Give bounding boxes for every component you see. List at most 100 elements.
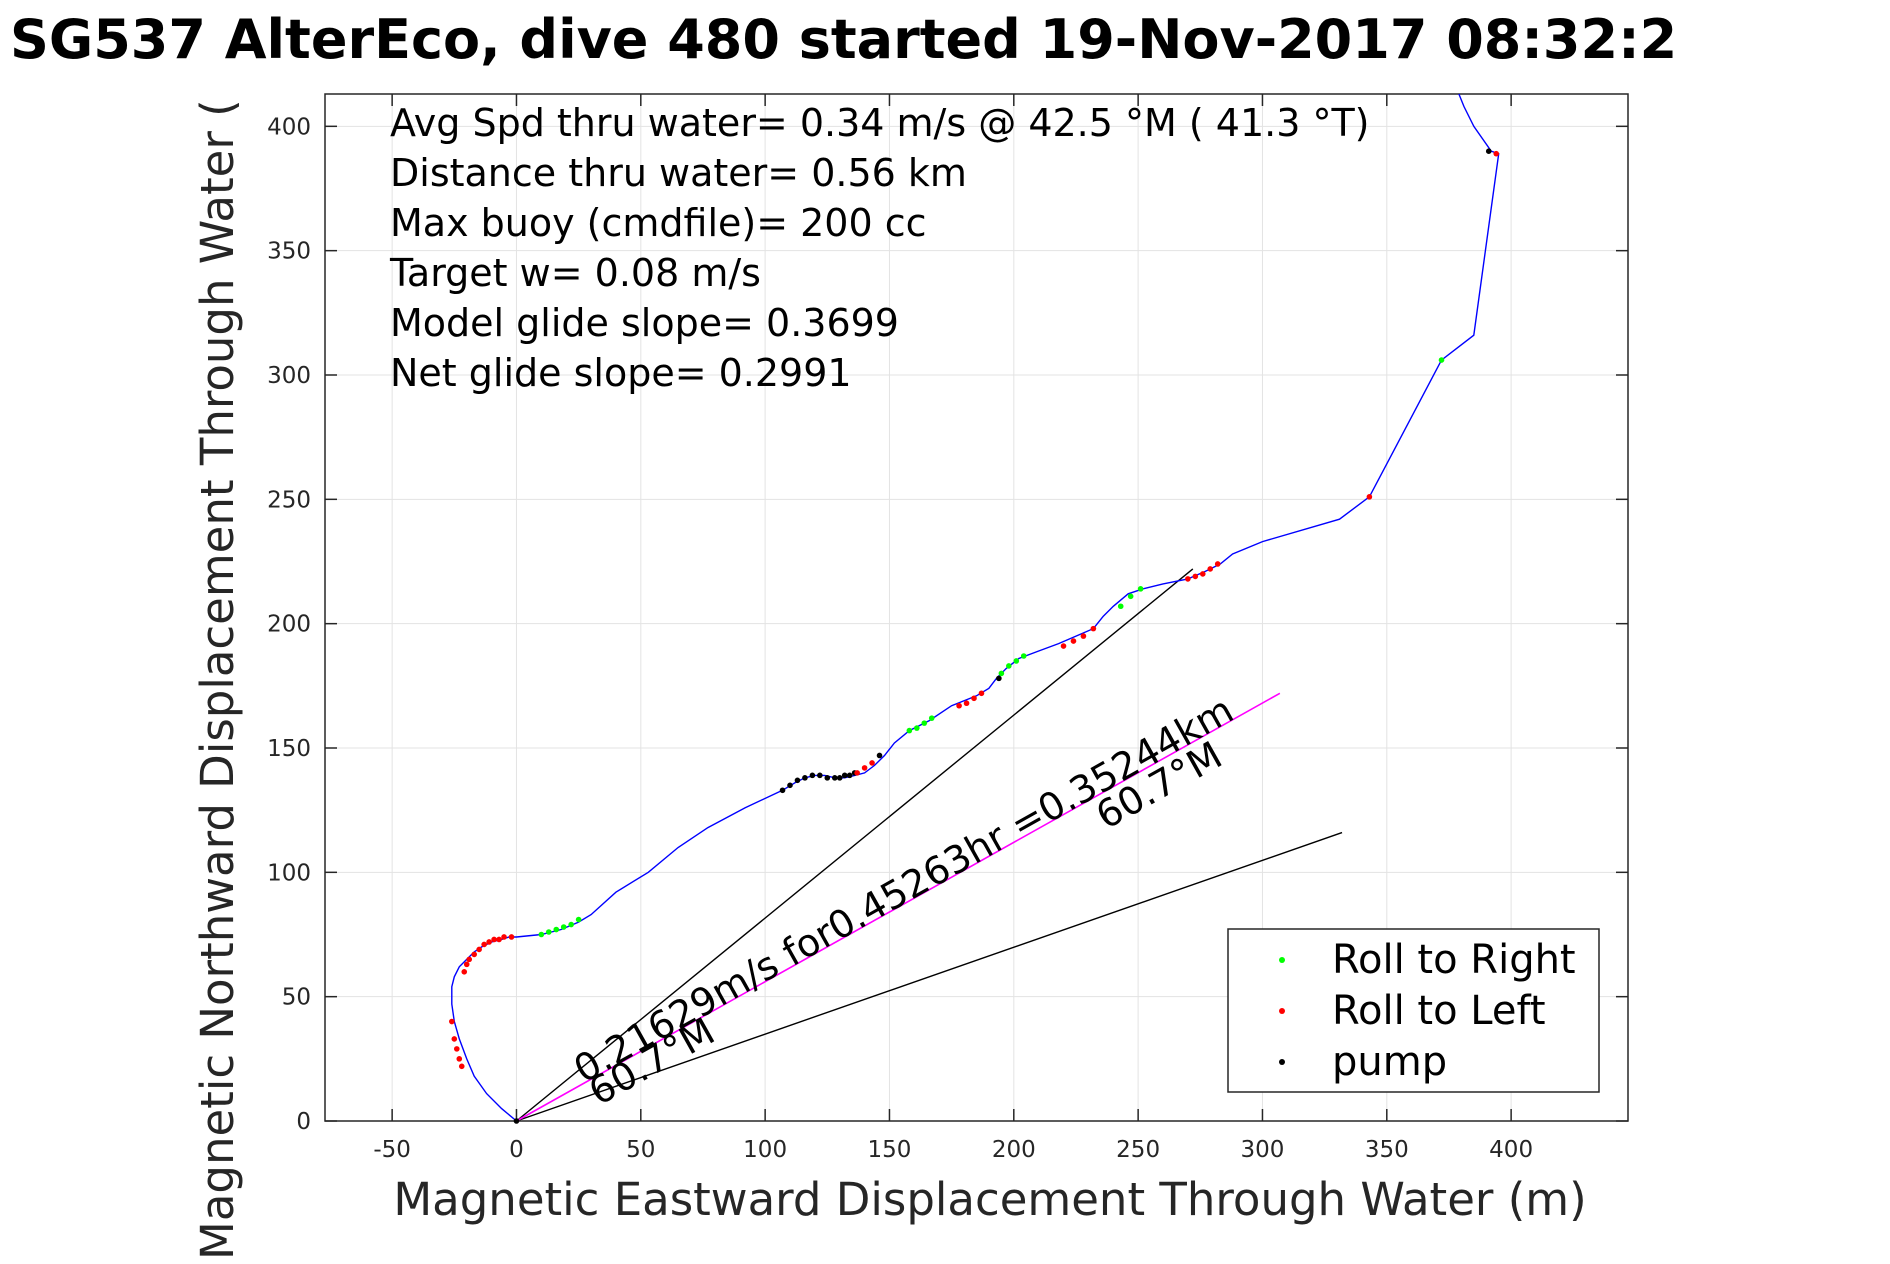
reference-lines — [516, 568, 1343, 1122]
pump-point — [836, 775, 843, 781]
pump-point — [513, 1118, 520, 1124]
pump-point — [841, 772, 848, 779]
roll-left-point — [956, 702, 962, 709]
heading-line — [516, 831, 1343, 1122]
roll-left-point — [861, 765, 868, 771]
x-tick-label: 0 — [509, 1137, 524, 1163]
roll-right-point — [1006, 663, 1012, 669]
pump-point — [996, 675, 1002, 682]
legend-box — [1227, 928, 1600, 1093]
stats-annotation-line: Distance thru water= 0.56 km — [390, 151, 967, 195]
roll-right-point — [1438, 357, 1445, 363]
roll-left-point — [1214, 561, 1221, 567]
y-tick-label: 250 — [267, 487, 311, 513]
legend-pump-marker — [1279, 1059, 1285, 1065]
legend-roll-right-marker — [1279, 957, 1285, 963]
roll-right-point — [914, 725, 920, 731]
legend: Roll to Right Roll to Left pump — [1227, 928, 1600, 1093]
y-tick-label: 0 — [296, 1109, 311, 1135]
stats-annotation-block: Avg Spd thru water= 0.34 m/s @ 42.5 °M (… — [389, 101, 1370, 395]
pump-point — [794, 777, 801, 784]
y-tick-label: 300 — [267, 363, 311, 389]
roll-right-point — [545, 929, 552, 935]
rotated-labels: 0.21629m/s for0.45263hr =0.35244km60.7°M… — [567, 688, 1241, 1114]
pump-point — [817, 772, 823, 779]
stats-annotation-line: Net glide slope= 0.2991 — [390, 351, 852, 395]
roll-left-point — [496, 936, 502, 943]
roll-left-point — [1090, 625, 1097, 632]
x-tick-label: 50 — [626, 1137, 655, 1163]
y-tick-label: 150 — [267, 736, 311, 762]
pump-point — [1485, 148, 1492, 154]
roll-left-point — [1199, 571, 1206, 577]
roll-left-point — [1192, 573, 1199, 580]
roll-left-point — [963, 700, 970, 707]
roll-left-point — [458, 1063, 465, 1070]
pump-point — [779, 787, 786, 794]
roll-right-point — [921, 720, 928, 726]
y-tick-label: 350 — [267, 239, 311, 265]
roll-right-point — [1127, 593, 1134, 600]
roll-left-point — [1070, 638, 1077, 644]
roll-right-point — [1137, 586, 1144, 592]
stats-annotation-line: Avg Spd thru water= 0.34 m/s @ 42.5 °M (… — [390, 101, 1370, 145]
pump-point — [846, 772, 853, 779]
dive-track-line — [451, 93, 1500, 1122]
track-layer — [451, 93, 1500, 1122]
roll-left-point — [463, 961, 470, 968]
roll-right-point — [568, 921, 574, 928]
roll-right-point — [1013, 658, 1020, 664]
roll-right-point — [1020, 653, 1027, 659]
roll-left-point — [508, 934, 515, 940]
stats-annotation-line: Model glide slope= 0.3699 — [390, 301, 899, 345]
pump-point — [802, 775, 808, 781]
pump-point — [831, 775, 838, 781]
roll-right-point — [560, 924, 567, 930]
legend-roll-right-label: Roll to Right — [1332, 937, 1576, 983]
pump-point — [787, 782, 793, 789]
roll-right-point — [575, 916, 582, 923]
roll-left-point — [486, 939, 492, 945]
roll-left-point — [476, 946, 482, 953]
x-tick-label: 100 — [743, 1137, 787, 1163]
roll-right-point — [928, 715, 935, 721]
roll-left-point — [869, 760, 875, 766]
x-axis-label: Magnetic Eastward Displacement Through W… — [393, 1173, 1586, 1226]
pump-point — [809, 772, 816, 779]
roll-left-point — [466, 956, 473, 963]
x-tick-label: 200 — [992, 1137, 1036, 1163]
legend-roll-left-label: Roll to Left — [1332, 988, 1546, 1034]
roll-right-point — [998, 670, 1005, 677]
roll-left-point — [1493, 150, 1500, 157]
roll-left-point — [481, 941, 487, 948]
chart-title: SG537 AlterEco, dive 480 started 19-Nov-… — [10, 8, 1677, 71]
roll-left-point — [451, 1036, 458, 1042]
roll-left-point — [449, 1018, 455, 1025]
x-tick-label: -50 — [373, 1137, 411, 1163]
y-tick-label: 50 — [282, 985, 311, 1011]
x-tick-label: 250 — [1116, 1137, 1160, 1163]
x-tick-label: 150 — [868, 1137, 912, 1163]
y-tick-label: 400 — [267, 114, 311, 140]
stats-annotation-line: Max buoy (cmdfile)= 200 cc — [390, 201, 927, 245]
axes-frame — [324, 93, 1629, 1122]
heading-line — [516, 568, 1194, 1122]
x-tick-label: 400 — [1489, 1137, 1533, 1163]
roll-left-point — [1207, 566, 1214, 572]
y-tick-label: 100 — [267, 860, 311, 886]
roll-left-point — [453, 1046, 460, 1052]
roll-right-point — [906, 727, 913, 734]
roll-left-point — [971, 695, 977, 702]
axis-ticks: -50 0 50 100 150 200 250 300 350 400 0 50 100 150 200 2… — [267, 94, 1628, 1163]
legend-roll-left-marker — [1279, 1008, 1285, 1014]
roll-left-point — [854, 770, 860, 776]
roll-left-point — [471, 951, 477, 958]
roll-left-point — [1080, 633, 1087, 639]
roll-left-point — [1366, 494, 1373, 500]
pump-point — [824, 775, 831, 781]
roll-left-point — [501, 934, 507, 940]
roll-left-point — [461, 968, 468, 975]
x-tick-label: 350 — [1365, 1137, 1409, 1163]
marker-layer — [449, 148, 1500, 1124]
